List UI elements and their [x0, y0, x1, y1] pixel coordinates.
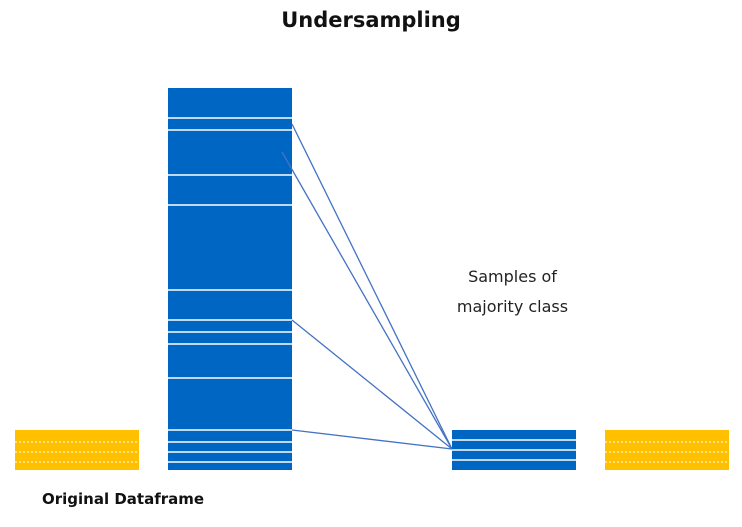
minority-block: [605, 430, 729, 470]
connector-line: [291, 319, 453, 450]
majority-samples-annotation: Samples of majority class: [430, 262, 595, 322]
diagram-title: Undersampling: [281, 8, 461, 32]
sample-connectors: [281, 123, 453, 450]
annotation-line-2: majority class: [456, 297, 569, 316]
connector-line: [291, 123, 453, 450]
annotation-line-1: Samples of: [468, 267, 557, 286]
majority-class-column: [168, 88, 292, 470]
original-dataframe-label: Original Dataframe: [42, 490, 205, 508]
majority-block: [168, 88, 292, 470]
minority-class-original: [15, 430, 139, 470]
minority-class-result: [605, 430, 729, 470]
connector-line: [281, 151, 453, 450]
undersampled-majority: [452, 430, 576, 470]
minority-block: [15, 430, 139, 470]
connector-line: [291, 429, 453, 450]
